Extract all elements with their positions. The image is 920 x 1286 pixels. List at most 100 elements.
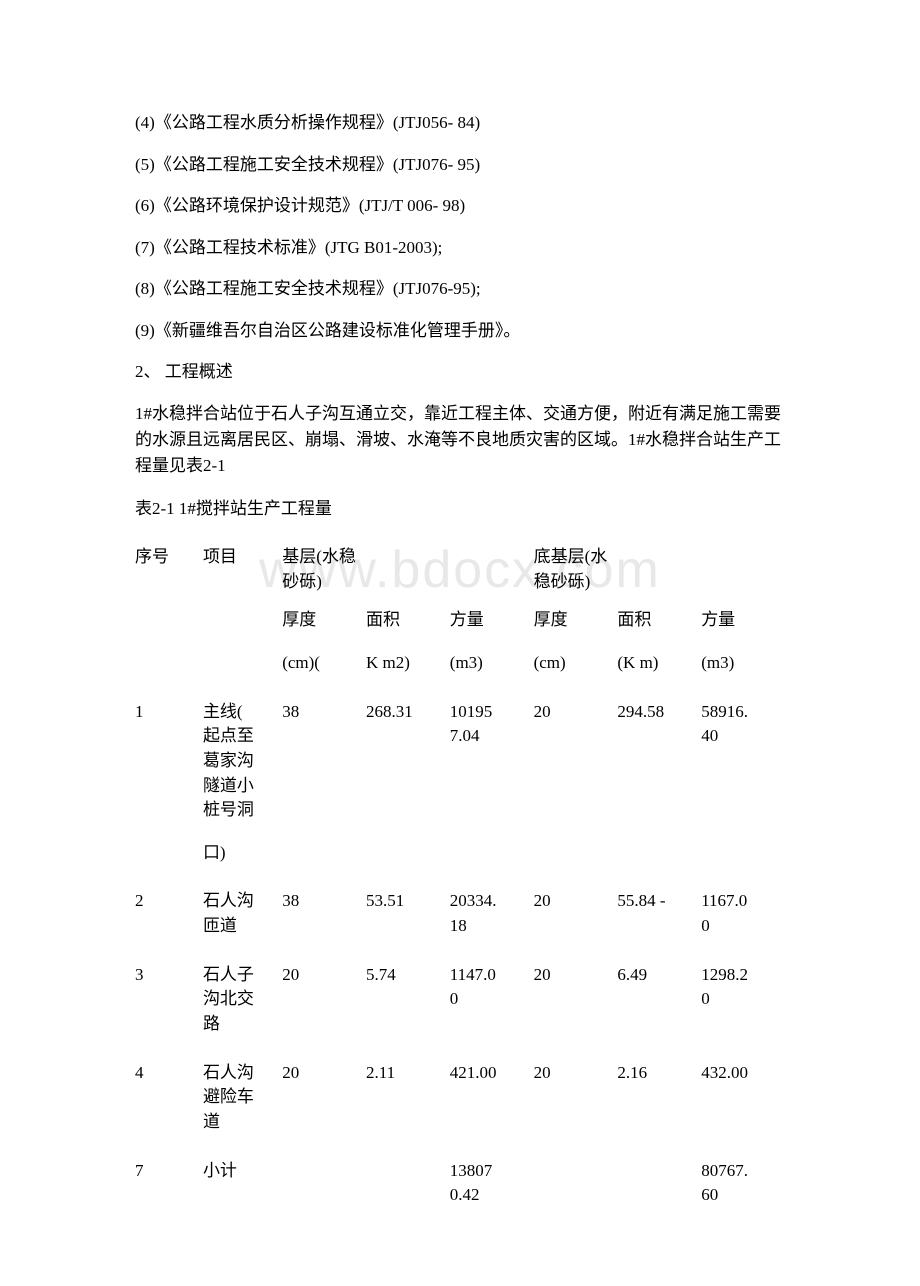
production-table: 序号 项目 基层(水稳砂砾) 底基层(水稳砂砾) 厚度 (cm)( 面积 K m… xyxy=(135,537,785,1226)
item-line: 路 xyxy=(203,1012,276,1037)
data-cell: 268.31 xyxy=(366,694,450,884)
header-label: 厚度 xyxy=(282,608,360,633)
data-cell: 58916. 40 xyxy=(701,694,785,884)
header-label: 面积 xyxy=(617,608,695,633)
data-cell: 38 xyxy=(282,694,366,884)
item-line: 沟北交 xyxy=(203,987,276,1012)
header-unit: (m3) xyxy=(450,651,528,676)
reference-line: (9)《新疆维吾尔自治区公路建设标准化管理手册》。 xyxy=(135,318,785,344)
item-line: 匝道 xyxy=(203,914,276,939)
item-line: 石人子 xyxy=(203,963,276,988)
data-cell: 13807 0.42 xyxy=(450,1153,534,1226)
data-cell: 2.16 xyxy=(617,1055,701,1153)
header-unit: K m2) xyxy=(366,651,444,676)
seq-cell: 2 xyxy=(135,883,203,956)
item-cell: 主线( 起点至 葛家沟 隧道小 桩号洞 口) xyxy=(203,694,282,884)
item-line: 主线( xyxy=(203,700,276,725)
value-line: 1298.2 xyxy=(701,963,779,988)
value-line: 0 xyxy=(450,987,528,1012)
reference-line: (5)《公路工程施工安全技术规程》(JTJ076- 95) xyxy=(135,152,785,178)
item-line: 桩号洞 xyxy=(203,798,276,823)
header-label: 方量 xyxy=(450,608,528,633)
value-line: 0 xyxy=(701,987,779,1012)
item-line: 道 xyxy=(203,1110,276,1135)
page-content: (4)《公路工程水质分析操作规程》(JTJ056- 84) (5)《公路工程施工… xyxy=(0,0,920,1286)
col-header-empty xyxy=(366,537,450,602)
seq-cell: 4 xyxy=(135,1055,203,1153)
seq-cell: 7 xyxy=(135,1153,203,1226)
table-header-row-1: 序号 项目 基层(水稳砂砾) 底基层(水稳砂砾) xyxy=(135,537,785,602)
value-line: 13807 xyxy=(450,1159,528,1184)
sub-col-header: 面积 (K m) xyxy=(617,602,701,693)
header-label: 面积 xyxy=(366,608,444,633)
item-line: 起点至 xyxy=(203,724,276,749)
table-row: 7 小计 13807 0.42 80767. 60 xyxy=(135,1153,785,1226)
data-cell: 294.58 xyxy=(617,694,701,884)
value-line: 10195 xyxy=(450,700,528,725)
value-line: 60 xyxy=(701,1183,779,1208)
col-header: 序号 xyxy=(135,537,203,602)
sub-col-header: 厚度 (cm) xyxy=(534,602,618,693)
item-line: 石人沟 xyxy=(203,889,276,914)
data-cell: 2.11 xyxy=(366,1055,450,1153)
item-cell: 石人沟 避险车 道 xyxy=(203,1055,282,1153)
table-row: 4 石人沟 避险车 道 20 2.11 421.00 20 2.16 432.0… xyxy=(135,1055,785,1153)
table-row: 2 石人沟 匝道 38 53.51 20334. 18 20 55.84 - 1… xyxy=(135,883,785,956)
value-line: 20334. xyxy=(450,889,528,914)
table-row: 3 石人子 沟北交 路 20 5.74 1147.0 0 20 6.49 129… xyxy=(135,957,785,1055)
value-line: 421.00 xyxy=(450,1061,528,1086)
data-cell xyxy=(366,1153,450,1226)
col-header: 项目 xyxy=(203,537,282,602)
data-cell: 20 xyxy=(534,694,618,884)
reference-line: (7)《公路工程技术标准》(JTG B01-2003); xyxy=(135,235,785,261)
sub-col-header: 面积 K m2) xyxy=(366,602,450,693)
sub-col-header: 方量 (m3) xyxy=(450,602,534,693)
item-cell: 小计 xyxy=(203,1153,282,1226)
value-line: 18 xyxy=(450,914,528,939)
col-header-empty xyxy=(203,602,282,693)
col-group-header: 基层(水稳砂砾) xyxy=(282,537,366,602)
paragraph-text: 1#水稳拌合站位于石人子沟互通立交，靠近工程主体、交通方便，附近有满足施工需要的… xyxy=(135,401,785,480)
data-cell: 20 xyxy=(282,957,366,1055)
value-line: 0.42 xyxy=(450,1183,528,1208)
col-group-header: 底基层(水稳砂砾) xyxy=(534,537,618,602)
item-cell: 石人沟 匝道 xyxy=(203,883,282,956)
item-line: 隧道小 xyxy=(203,774,276,799)
data-cell: 20 xyxy=(534,883,618,956)
value-line: 432.00 xyxy=(701,1061,779,1086)
reference-line: (8)《公路工程施工安全技术规程》(JTJ076-95); xyxy=(135,276,785,302)
data-cell: 80767. 60 xyxy=(701,1153,785,1226)
data-cell: 20 xyxy=(282,1055,366,1153)
item-line: 葛家沟 xyxy=(203,749,276,774)
table-header-row-2: 厚度 (cm)( 面积 K m2) 方量 (m3) 厚度 (cm) 面积 (K … xyxy=(135,602,785,693)
reference-line: (4)《公路工程水质分析操作规程》(JTJ056- 84) xyxy=(135,110,785,136)
data-cell: 421.00 xyxy=(450,1055,534,1153)
header-label: 厚度 xyxy=(534,608,612,633)
data-cell: 10195 7.04 xyxy=(450,694,534,884)
header-unit: (K m) xyxy=(617,651,695,676)
value-line: 1147.0 xyxy=(450,963,528,988)
table-caption: 表2-1 1#搅拌站生产工程量 xyxy=(135,496,785,522)
item-line: 石人沟 xyxy=(203,1061,276,1086)
header-unit: (cm) xyxy=(534,651,612,676)
header-label: 方量 xyxy=(701,608,779,633)
item-line: 口) xyxy=(203,841,276,866)
header-unit: (cm)( xyxy=(282,651,360,676)
data-cell: 20 xyxy=(534,957,618,1055)
value-line: 7.04 xyxy=(450,724,528,749)
col-header-empty xyxy=(617,537,701,602)
item-cell: 石人子 沟北交 路 xyxy=(203,957,282,1055)
data-cell: 55.84 - xyxy=(617,883,701,956)
data-cell: 53.51 xyxy=(366,883,450,956)
sub-col-header: 方量 (m3) xyxy=(701,602,785,693)
data-cell: 1298.2 0 xyxy=(701,957,785,1055)
data-cell: 6.49 xyxy=(617,957,701,1055)
table-row: 1 主线( 起点至 葛家沟 隧道小 桩号洞 口) 38 268.31 10195… xyxy=(135,694,785,884)
col-header-empty xyxy=(701,537,785,602)
data-cell xyxy=(617,1153,701,1226)
sub-col-header: 厚度 (cm)( xyxy=(282,602,366,693)
seq-cell: 1 xyxy=(135,694,203,884)
value-line: 1167.0 xyxy=(701,889,779,914)
item-line: 避险车 xyxy=(203,1085,276,1110)
value-line: 58916. xyxy=(701,700,779,725)
